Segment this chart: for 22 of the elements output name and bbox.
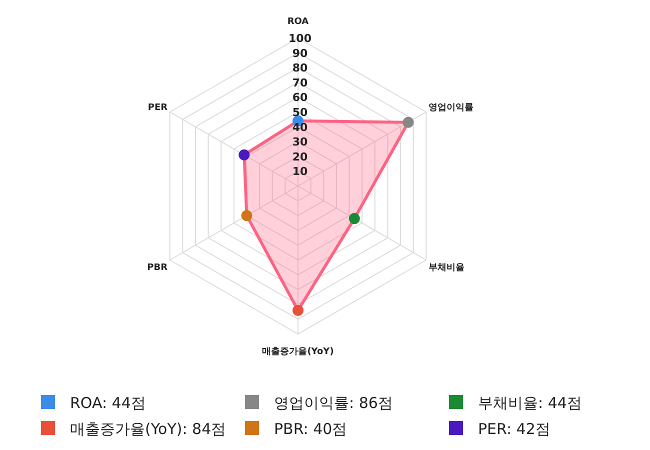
text: ROA: 44점 xyxy=(70,394,146,412)
y-tick-label: 100 xyxy=(288,32,312,45)
y-tick-label: 50 xyxy=(292,106,308,119)
text: PBR: 40점 xyxy=(274,420,348,438)
y-tick-label: 80 xyxy=(292,62,308,75)
text: 영업이익률: 86점 xyxy=(274,394,393,412)
spoke-label: PBR xyxy=(147,262,168,273)
y-tick-label: 70 xyxy=(292,76,308,90)
y-tick-label: 40 xyxy=(292,120,308,134)
spoke-label: PER xyxy=(148,103,168,114)
spoke-label: ROA xyxy=(287,17,309,28)
text: 부채비율: 44점 xyxy=(478,394,582,412)
y-tick-label: 20 xyxy=(292,150,308,164)
text: PER: 42점 xyxy=(478,420,550,438)
spoke-label: 부채비율 xyxy=(428,262,464,273)
spoke-label: 매출증가율(YoY) xyxy=(262,346,334,357)
spoke-label: 영업이익률 xyxy=(428,103,474,114)
y-tick-label: 90 xyxy=(292,46,308,60)
y-tick-label: 60 xyxy=(292,91,308,104)
y-tick-label: 30 xyxy=(292,136,308,149)
text: 매출증가율(YoY): 84점 xyxy=(70,420,226,438)
y-tick-label: 10 xyxy=(292,165,308,178)
